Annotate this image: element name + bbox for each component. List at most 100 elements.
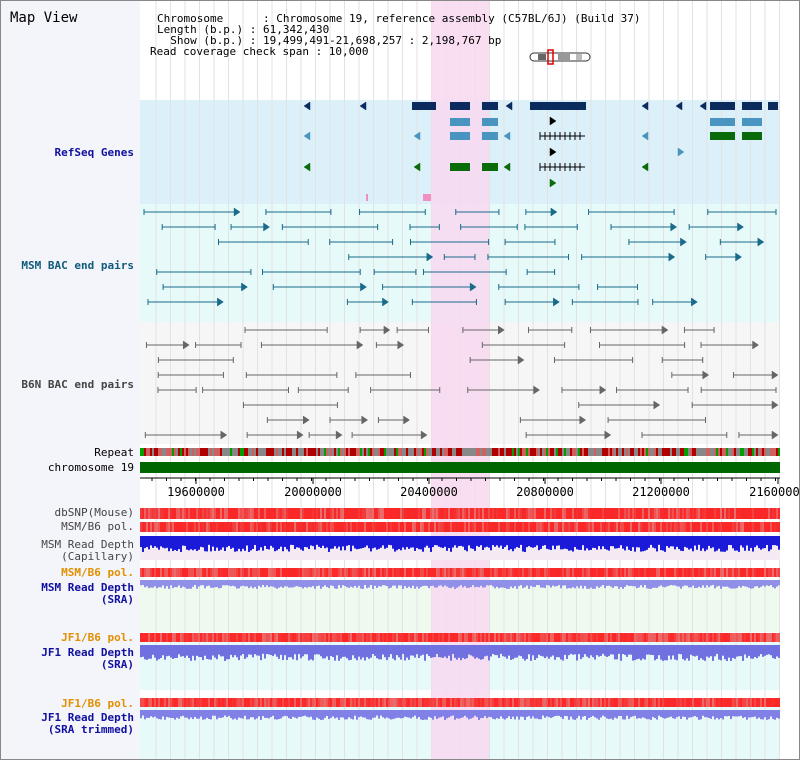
depth-bar <box>144 710 146 720</box>
track-label-dbsnp[interactable]: dbSNP(Mouse) <box>54 506 134 519</box>
polymorphism-cell <box>330 568 332 577</box>
polymorphism-cell <box>632 633 634 642</box>
depth-bar <box>446 710 448 719</box>
repeat-segment <box>244 448 246 456</box>
track-label-msm-depth-sra[interactable]: MSM Read Depth <box>41 581 134 594</box>
track-label-chromosome[interactable]: chromosome 19 <box>47 461 134 474</box>
depth-bar <box>574 645 576 655</box>
track-label-jf1-b6-pol[interactable]: JF1/B6 pol. <box>61 631 134 644</box>
gene-strand-marker <box>335 430 343 440</box>
track-label-repeat[interactable]: Repeat <box>94 446 134 459</box>
depth-bar <box>272 645 274 657</box>
depth-bar <box>474 645 476 659</box>
depth-bar <box>568 645 570 656</box>
polymorphism-cell <box>564 633 566 642</box>
polymorphism-cell <box>240 698 242 707</box>
depth-bar <box>460 536 462 546</box>
depth-bar <box>214 580 216 588</box>
depth-bar <box>672 645 674 656</box>
depth-bar <box>618 580 620 589</box>
polymorphism-cell <box>624 508 626 519</box>
depth-bar <box>274 645 276 655</box>
polymorphism-cell <box>392 633 394 642</box>
polymorphism-cell <box>454 633 456 642</box>
polymorphism-cell <box>760 508 762 519</box>
track-label-jf1-b6-pol-2[interactable]: JF1/B6 pol. <box>61 697 134 710</box>
depth-bar <box>508 645 510 656</box>
depth-bar <box>340 580 342 588</box>
depth-bar <box>626 536 628 547</box>
depth-bar <box>594 710 596 718</box>
repeat-segment <box>412 448 414 456</box>
track-label-msm-bac[interactable]: MSM BAC end pairs <box>21 259 134 272</box>
polymorphism-cell <box>414 508 416 519</box>
track-label-msm-b6-pol-2[interactable]: MSM/B6 pol. <box>61 566 134 579</box>
polymorphism-cell <box>580 568 582 577</box>
depth-bar <box>306 536 308 548</box>
polymorphism-cell <box>266 633 268 642</box>
depth-bar <box>574 536 576 548</box>
polymorphism-cell <box>378 568 380 577</box>
depth-bar <box>390 536 392 546</box>
polymorphism-cell <box>456 633 458 642</box>
polymorphism-cell <box>752 508 754 519</box>
track-label-msm-depth-capillary[interactable]: MSM Read Depth <box>41 538 134 551</box>
track-label-b6n-bac[interactable]: B6N BAC end pairs <box>21 378 134 391</box>
repeat-segment <box>636 448 638 456</box>
depth-bar <box>278 710 280 720</box>
polymorphism-cell <box>532 508 534 519</box>
depth-bar <box>616 710 618 719</box>
polymorphism-cell <box>554 633 556 642</box>
depth-bar <box>420 536 422 550</box>
polymorphism-cell <box>482 633 484 642</box>
polymorphism-cell <box>286 568 288 577</box>
polymorphism-cell <box>692 633 694 642</box>
depth-bar <box>760 710 762 720</box>
polymorphism-cell <box>680 522 682 532</box>
track-label-msm-b6-pol[interactable]: MSM/B6 pol. <box>61 520 134 533</box>
depth-bar <box>734 645 736 659</box>
polymorphism-cell <box>162 568 164 577</box>
polymorphism-cell <box>640 633 642 642</box>
depth-bar <box>594 536 596 548</box>
depth-bar <box>300 645 302 659</box>
depth-bar <box>198 580 200 587</box>
track-label-jf1-depth-sra[interactable]: JF1 Read Depth <box>41 646 134 659</box>
polymorphism-cell <box>770 568 772 577</box>
polymorphism-cell <box>170 522 172 532</box>
polymorphism-cell <box>544 633 546 642</box>
track-label-refseq[interactable]: RefSeq Genes <box>54 146 134 159</box>
polymorphism-cell <box>262 568 264 577</box>
depth-bar <box>774 536 776 546</box>
depth-bar <box>374 645 376 656</box>
gene-strand-marker <box>737 222 744 232</box>
depth-bar <box>534 580 536 587</box>
polymorphism-cell <box>698 522 700 532</box>
depth-bar <box>662 710 664 718</box>
depth-bar <box>708 580 710 588</box>
polymorphism-cell <box>152 698 154 707</box>
track-label-jf1-depth-trimmed[interactable]: JF1 Read Depth <box>41 711 134 724</box>
depth-bar <box>272 710 274 716</box>
repeat-segment <box>278 448 280 456</box>
depth-bar <box>426 645 428 655</box>
polymorphism-cell <box>482 508 484 519</box>
polymorphism-cell <box>376 508 378 519</box>
depth-bar <box>730 536 732 546</box>
ideogram-band <box>558 54 570 60</box>
repeat-segment <box>586 448 588 456</box>
polymorphism-cell <box>454 568 456 577</box>
repeat-segment <box>374 448 376 456</box>
polymorphism-cell <box>188 508 190 519</box>
depth-bar <box>492 580 494 587</box>
gene-strand-marker <box>296 430 304 440</box>
polymorphism-cell <box>568 633 570 642</box>
depth-bar <box>254 645 256 655</box>
polymorphism-cell <box>290 508 292 519</box>
depth-bar <box>274 536 276 552</box>
polymorphism-cell <box>516 522 518 532</box>
depth-bar <box>212 536 214 547</box>
depth-bar <box>528 710 530 717</box>
polymorphism-cell <box>208 522 210 532</box>
